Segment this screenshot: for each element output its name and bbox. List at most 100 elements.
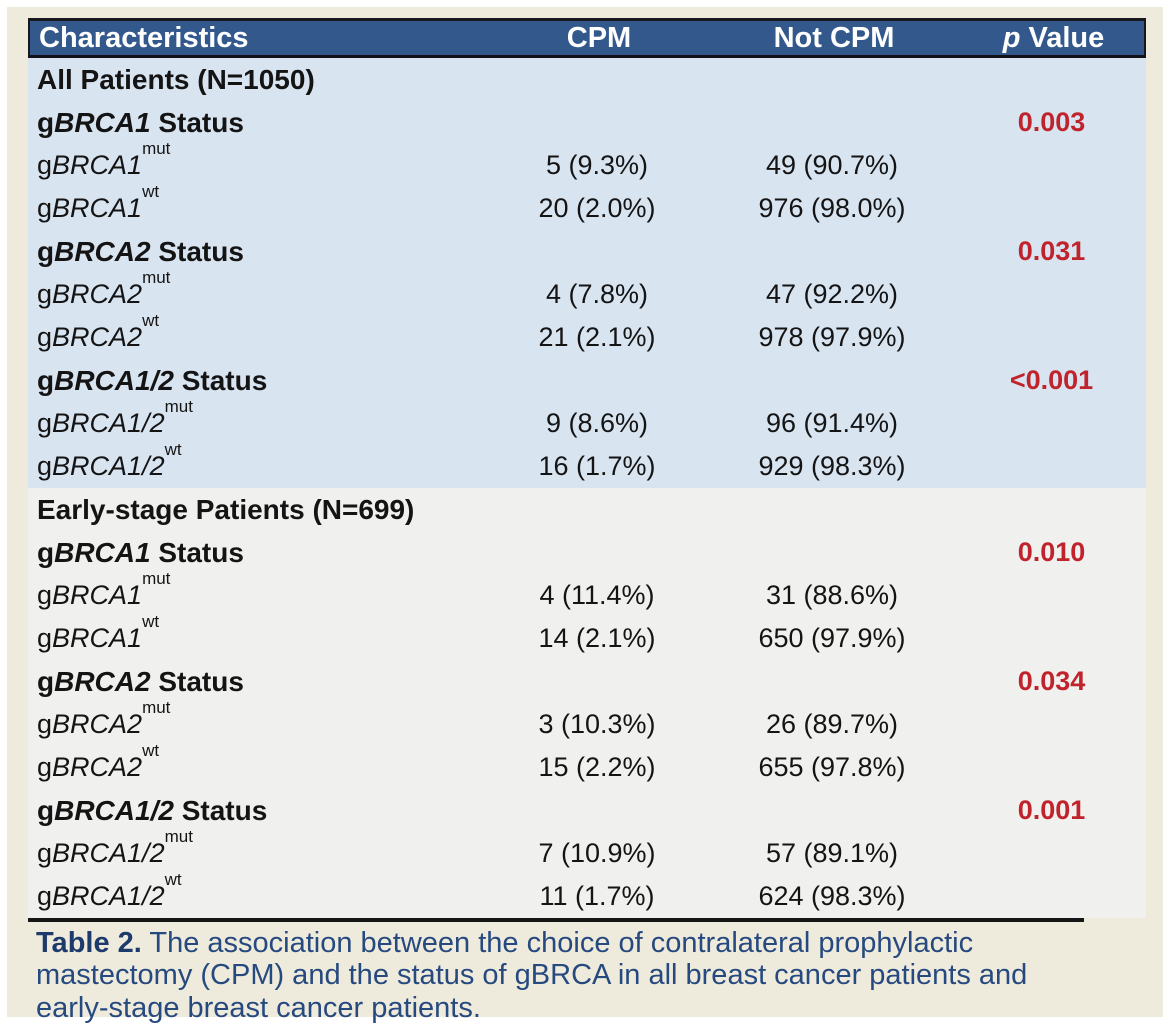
gene-superscript: wt — [142, 741, 160, 760]
gene-prefix: g — [37, 279, 53, 309]
gene-label: gBRCA2mut — [37, 699, 170, 739]
gene-label: gBRCA1mut — [37, 570, 170, 610]
gene-label-suffix: Status — [150, 106, 244, 138]
cpm-value-cell: 16 (1.7%) — [538, 451, 656, 481]
header-cell-characteristics: Characteristics — [39, 21, 249, 54]
table-row: gBRCA1/2mut 9 (8.6%) 96 (91.4%) — [28, 398, 1146, 445]
gene-prefix: g — [37, 623, 53, 653]
gene-label: gBRCA1wt — [37, 613, 159, 653]
not-cpm-value-cell: 57 (89.1%) — [765, 838, 899, 868]
not-cpm-value-cell: 976 (98.0%) — [758, 193, 906, 223]
not-cpm-value-cell: 650 (97.9%) — [758, 623, 906, 653]
gene-superscript: mut — [142, 139, 171, 158]
table-row: gBRCA1/2 Status 0.001 — [28, 789, 1146, 832]
cpm-value-cell: 3 (10.3%) — [538, 709, 656, 739]
table-row: All Patients (N=1050) — [28, 58, 1146, 101]
cpm-value-cell: 21 (2.1%) — [538, 322, 656, 352]
p-value-cell: <0.001 — [957, 365, 1146, 396]
row-label-cell: gBRCA2 Status — [28, 236, 487, 268]
not-cpm-value-cell: 47 (92.2%) — [765, 279, 899, 309]
gene-name: BRCA1/2 — [52, 451, 165, 481]
row-label-cell: gBRCA1mut — [28, 140, 487, 181]
gene-name: BRCA1/2 — [52, 408, 165, 438]
table-section-all-patients: All Patients (N=1050) gBRCA1 Status 0.003 g… — [28, 58, 1146, 488]
gene-label: gBRCA1 Status — [37, 537, 244, 568]
p-value-cell: 0.010 — [957, 537, 1146, 568]
table-row: gBRCA1 Status 0.010 — [28, 531, 1146, 574]
row-label-cell: gBRCA1 Status — [28, 107, 487, 139]
p-value-header-rest: Value — [1020, 21, 1105, 54]
not-cpm-value-cell: 96 (91.4%) — [765, 408, 899, 438]
row-label-cell: gBRCA1mut — [28, 570, 487, 611]
cpm-value-cell: 9 (8.6%) — [545, 408, 649, 438]
p-value: <0.001 — [1009, 365, 1094, 395]
row-label-cell: gBRCA1 Status — [28, 537, 487, 569]
p-value: 0.034 — [1017, 666, 1086, 696]
row-label-cell: gBRCA2 Status — [28, 666, 487, 698]
gene-label: gBRCA2 Status — [37, 666, 244, 697]
gene-label: gBRCA1/2 Status — [37, 795, 267, 826]
gene-prefix: g — [37, 794, 55, 826]
table-row: gBRCA2mut 4 (7.8%) 47 (92.2%) — [28, 269, 1146, 316]
gene-name: BRCA1/2 — [54, 364, 174, 396]
gene-name: BRCA1/2 — [52, 881, 165, 911]
gene-name: BRCA2 — [52, 752, 143, 782]
gene-prefix: g — [37, 193, 53, 223]
gene-label-suffix: Status — [173, 364, 268, 396]
table-row: gBRCA2 Status 0.034 — [28, 660, 1146, 703]
gene-name: BRCA2 — [54, 665, 151, 697]
gene-label: gBRCA1/2 Status — [37, 365, 267, 396]
gene-superscript: mut — [142, 268, 171, 287]
table-row: gBRCA1/2wt 11 (1.7%) 624 (98.3%) — [28, 871, 1146, 918]
gene-prefix: g — [37, 150, 53, 180]
table-header-row: Characteristics CPM Not CPM p Value — [28, 18, 1146, 58]
cpm-value-cell: 5 (9.3%) — [545, 150, 649, 180]
gene-prefix: g — [37, 881, 53, 911]
gene-name: BRCA1 — [52, 150, 143, 180]
gene-label-suffix: Status — [173, 794, 268, 826]
row-label-cell: gBRCA2mut — [28, 699, 487, 740]
table-row: gBRCA1 Status 0.003 — [28, 101, 1146, 144]
table-caption: Table 2. The association between the cho… — [28, 918, 1084, 1024]
gene-label: gBRCA2 Status — [37, 236, 244, 267]
gene-label: gBRCA2wt — [37, 742, 159, 782]
gene-superscript: mut — [142, 698, 171, 717]
row-label-cell: gBRCA1/2mut — [28, 398, 487, 439]
table-row: gBRCA1/2wt 16 (1.7%) 929 (98.3%) — [28, 441, 1146, 488]
gene-superscript: mut — [164, 397, 193, 416]
not-cpm-value-cell: 978 (97.9%) — [758, 322, 906, 352]
row-label-cell: gBRCA2mut — [28, 269, 487, 310]
table-row: gBRCA1/2 Status <0.001 — [28, 359, 1146, 402]
section-title: All Patients (N=1050) — [37, 63, 315, 95]
gene-superscript: mut — [164, 827, 193, 846]
not-cpm-value-cell: 49 (90.7%) — [765, 150, 899, 180]
gene-superscript: wt — [164, 870, 182, 889]
row-label-cell: gBRCA2wt — [28, 742, 487, 783]
gene-label: gBRCA2wt — [37, 312, 159, 352]
gene-prefix: g — [37, 364, 55, 396]
p-value: 0.003 — [1017, 107, 1086, 137]
table-row: gBRCA2 Status 0.031 — [28, 230, 1146, 273]
gene-label: gBRCA1 Status — [37, 107, 244, 138]
gene-prefix: g — [37, 580, 53, 610]
header-cell-cpm: CPM — [566, 21, 632, 54]
gene-name: BRCA1 — [52, 580, 143, 610]
gene-prefix: g — [37, 106, 55, 138]
table-row: gBRCA1mut 4 (11.4%) 31 (88.6%) — [28, 570, 1146, 617]
p-value-cell: 0.031 — [957, 236, 1146, 267]
gene-name: BRCA2 — [54, 235, 151, 267]
table-row: gBRCA1wt 20 (2.0%) 976 (98.0%) — [28, 183, 1146, 230]
section-title: Early-stage Patients (N=699) — [37, 493, 415, 525]
caption-label: Table 2. — [36, 927, 142, 959]
table-row: gBRCA2mut 3 (10.3%) 26 (89.7%) — [28, 699, 1146, 746]
table-body: All Patients (N=1050) gBRCA1 Status 0.003 g… — [28, 58, 1146, 918]
gene-name: BRCA1 — [54, 536, 151, 568]
table-row: gBRCA2wt 15 (2.2%) 655 (97.8%) — [28, 742, 1146, 789]
table-2: Characteristics CPM Not CPM p Value All … — [28, 18, 1146, 1024]
cpm-value-cell: 7 (10.9%) — [538, 838, 656, 868]
table-row: gBRCA2wt 21 (2.1%) 978 (97.9%) — [28, 312, 1146, 359]
p-value-cell: 0.003 — [957, 107, 1146, 138]
cpm-value-cell: 15 (2.2%) — [538, 752, 656, 782]
gene-name: BRCA1 — [54, 106, 151, 138]
not-cpm-value-cell: 26 (89.7%) — [765, 709, 899, 739]
